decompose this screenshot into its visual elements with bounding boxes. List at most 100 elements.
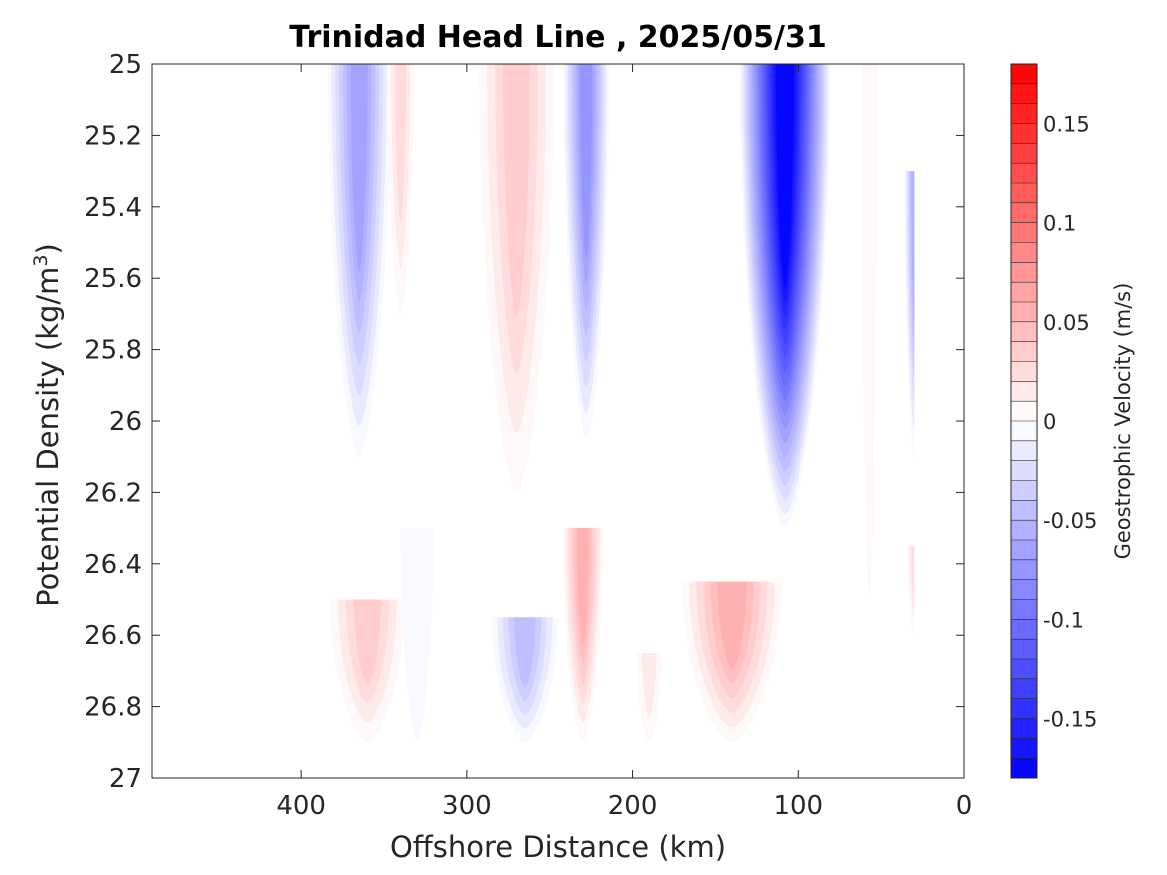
colorbar-swatch [1011, 520, 1037, 541]
colorbar-swatch [1011, 678, 1037, 699]
colorbar-swatch [1011, 321, 1037, 342]
y-tick-label: 27 [109, 764, 142, 794]
colorbar-swatch [1011, 718, 1037, 739]
contour-feature-positive-core-270km [479, 64, 554, 493]
contour-feature-negative-core-265km-deep [491, 617, 558, 743]
y-tick-label: 26.8 [84, 693, 142, 723]
x-axis-ticks: 400 300 200 100 0 [276, 64, 972, 821]
colorbar-swatch [1011, 262, 1037, 283]
x-tick-label: 400 [276, 791, 326, 821]
contour-feature-positive-core-30km-deep [907, 545, 915, 636]
contour-feature-positive-core-140km-deep [682, 581, 782, 743]
x-tick-label: 100 [773, 791, 823, 821]
contour-feature-negative-core-30km [904, 171, 915, 457]
colorbar-swatch [1011, 440, 1037, 461]
colorbar: 0.15 0.1 0.05 0 -0.05 -0.1 -0.15 [1010, 63, 1097, 779]
colorbar-swatch [1011, 123, 1037, 144]
colorbar-swatch [1011, 163, 1037, 184]
y-axis-ticks: 25 25.2 25.4 25.6 25.8 26 26.2 26.4 26.6 26.8 27 [84, 50, 964, 794]
colorbar-swatch [1011, 302, 1037, 323]
contour-level [400, 528, 434, 743]
colorbar-swatch [1011, 480, 1037, 501]
contour-feature-negative-core-228km [562, 64, 610, 439]
contour-level [717, 581, 747, 669]
contour-level [911, 545, 915, 603]
x-axis-label: Offshore Distance (km) [390, 830, 726, 864]
x-tick-label: 0 [956, 791, 973, 821]
colorbar-frame [1010, 63, 1038, 779]
contour-level [776, 64, 795, 288]
colorbar-swatch [1011, 381, 1037, 402]
colorbar-swatch [1011, 64, 1037, 85]
y-tick-label: 26 [109, 407, 142, 437]
contour-level [576, 528, 589, 645]
colorbar-swatch [1011, 619, 1037, 640]
contour-level [350, 64, 368, 272]
contour-feature-negative-core-108km [739, 64, 831, 529]
contour-feature-positive-core-190km-deep [636, 653, 662, 743]
colorbar-swatch [1011, 659, 1037, 680]
contour-level [911, 171, 915, 326]
colorbar-swatch [1011, 559, 1037, 580]
colorbar-swatch [1011, 738, 1037, 759]
colorbar-swatch [1011, 421, 1037, 442]
contour-level [641, 653, 657, 718]
colorbar-swatch [1011, 83, 1037, 104]
contour-feature-positive-core-55km [861, 64, 878, 600]
colorbar-swatch [1011, 103, 1037, 124]
contour-level [514, 617, 536, 688]
colorbar-tick-label: 0 [1043, 410, 1056, 434]
colorbar-swatch [1011, 639, 1037, 660]
y-tick-label: 25.6 [84, 264, 142, 294]
plot-area [152, 64, 964, 778]
colorbar-swatch [1011, 183, 1037, 204]
colorbar-swatch [1011, 282, 1037, 303]
colorbar-tick-label: -0.15 [1043, 708, 1097, 732]
y-tick-label: 25 [109, 50, 142, 80]
colorbar-swatch [1011, 540, 1037, 561]
contour-feature-positive-core-360km-deep [330, 599, 405, 743]
y-tick-label: 26.4 [84, 550, 142, 580]
x-tick-label: 200 [608, 791, 658, 821]
colorbar-swatch [1011, 361, 1037, 382]
contour-layer [327, 64, 915, 743]
contour-level [353, 599, 381, 684]
colorbar-swatch [1011, 460, 1037, 481]
contour-feature-positive-core-230km-deep [562, 528, 604, 743]
contour-level [503, 64, 531, 316]
colorbar-swatch [1011, 143, 1037, 164]
y-axis-label-close: ) [31, 243, 65, 254]
colorbar-swatch [1011, 401, 1037, 422]
colorbar-tick-label: 0.15 [1043, 113, 1090, 137]
contour-level [580, 64, 593, 259]
colorbar-swatch [1011, 202, 1037, 223]
contour-feature-negative-core-320km-deep [400, 528, 434, 743]
contour-level [861, 64, 878, 600]
y-tick-label: 25.4 [84, 193, 142, 223]
chart-title: Trinidad Head Line , 2025/05/31 [289, 20, 826, 55]
colorbar-swatch [1011, 758, 1037, 779]
x-tick-label: 300 [442, 791, 492, 821]
y-tick-label: 26.6 [84, 621, 142, 651]
colorbar-tick-label: -0.1 [1043, 608, 1084, 632]
colorbar-swatch [1011, 579, 1037, 600]
y-axis-label-superscript: 3 [30, 254, 52, 266]
colorbar-swatch [1011, 222, 1037, 243]
colorbar-label: Geostrophic Velocity (m/s) [1111, 283, 1135, 560]
colorbar-tick-label: 0.05 [1043, 311, 1090, 335]
colorbar-tick-label: -0.05 [1043, 509, 1097, 533]
y-tick-label: 25.2 [84, 121, 142, 151]
colorbar-swatch [1011, 599, 1037, 620]
contour-feature-positive-core-340km [387, 64, 414, 314]
colorbar-swatch [1011, 341, 1037, 362]
contour-level [394, 64, 407, 223]
y-tick-label: 26.2 [84, 478, 142, 508]
colorbar-swatch [1011, 698, 1037, 719]
colorbar-swatch [1011, 500, 1037, 521]
colorbar-swatch [1011, 242, 1037, 263]
y-axis-label: Potential Density (kg/m3) [30, 243, 65, 607]
contour-feature-negative-core-365km [327, 64, 391, 457]
colorbar-tick-label: 0.1 [1043, 212, 1076, 236]
y-tick-label: 25.8 [84, 336, 142, 366]
